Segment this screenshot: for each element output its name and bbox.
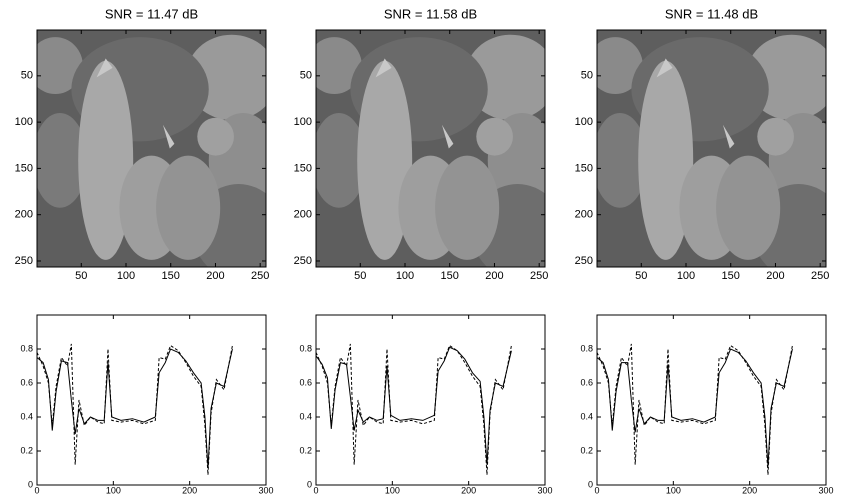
series-line [596, 348, 793, 467]
axes-box [596, 314, 827, 486]
image-shape [37, 37, 83, 94]
x-tick-label: 200 [742, 485, 757, 495]
x-tick-label: 200 [766, 270, 784, 282]
chart-title: SNR = 11.48 dB [665, 6, 758, 21]
image [316, 30, 545, 267]
y-tick-label: 50 [21, 70, 33, 82]
image-shape [435, 155, 500, 260]
chart-title: SNR = 11.58 dB [384, 6, 477, 21]
y-tick-label: 200 [15, 209, 33, 221]
image-shape [757, 117, 794, 156]
y-tick-label: 250 [575, 255, 593, 267]
x-tick-label: 100 [666, 485, 681, 495]
y-tick-label: 0 [307, 479, 312, 489]
axes-box [315, 29, 546, 268]
y-tick-label: 0.6 [20, 377, 33, 387]
image-shape [78, 60, 134, 260]
x-tick-label: 300 [818, 485, 833, 495]
x-tick-label: 100 [117, 270, 135, 282]
image-shape [476, 117, 513, 156]
y-tick-label: 0.6 [299, 377, 312, 387]
y-tick-label: 200 [294, 209, 312, 221]
y-tick-label: 50 [300, 70, 312, 82]
y-tick-label: 0.2 [20, 445, 33, 455]
image-stem [96, 58, 175, 149]
x-tick-label: 200 [461, 485, 476, 495]
x-tick-label: 50 [635, 270, 647, 282]
x-tick-label: 150 [441, 270, 459, 282]
image-shape [37, 112, 88, 208]
y-tick-label: 250 [294, 255, 312, 267]
x-tick-label: 100 [677, 270, 695, 282]
image-shape [156, 155, 221, 260]
series-line [36, 348, 233, 469]
y-tick-label: 50 [581, 70, 593, 82]
image-shape [597, 37, 643, 94]
y-tick-label: 150 [15, 162, 33, 174]
y-tick-label: 100 [15, 116, 33, 128]
y-tick-label: 0.8 [299, 343, 312, 353]
axes-box [315, 314, 546, 486]
x-tick-label: 150 [162, 270, 180, 282]
y-tick-label: 250 [15, 255, 33, 267]
axes-box [36, 314, 267, 486]
y-tick-label: 0.4 [580, 411, 593, 421]
y-tick-label: 0.8 [20, 343, 33, 353]
y-tick-label: 0 [588, 479, 593, 489]
x-tick-label: 0 [34, 485, 39, 495]
axes-box [36, 29, 267, 268]
x-tick-label: 300 [537, 485, 552, 495]
image-shape [638, 60, 694, 260]
image-shape [316, 37, 362, 94]
series-line [36, 343, 233, 475]
x-tick-label: 50 [75, 270, 87, 282]
x-tick-label: 0 [313, 485, 318, 495]
series-line [315, 343, 512, 475]
y-tick-label: 0 [28, 479, 33, 489]
image-stem [375, 58, 454, 149]
x-tick-label: 100 [385, 485, 400, 495]
x-tick-label: 250 [811, 270, 829, 282]
y-tick-label: 100 [294, 116, 312, 128]
x-tick-label: 50 [354, 270, 366, 282]
image-shape [197, 117, 234, 156]
y-tick-label: 0.4 [299, 411, 312, 421]
x-tick-label: 200 [182, 485, 197, 495]
x-tick-label: 150 [722, 270, 740, 282]
y-tick-label: 0.6 [580, 377, 593, 387]
y-tick-label: 150 [575, 162, 593, 174]
image-stem [656, 58, 735, 149]
image [597, 30, 826, 267]
y-tick-label: 0.4 [20, 411, 33, 421]
x-tick-label: 100 [106, 485, 121, 495]
y-tick-label: 0.2 [299, 445, 312, 455]
y-tick-label: 0.8 [580, 343, 593, 353]
x-tick-label: 300 [258, 485, 273, 495]
y-tick-label: 0.2 [580, 445, 593, 455]
axes-box [596, 29, 827, 268]
x-tick-label: 250 [530, 270, 548, 282]
x-tick-label: 200 [206, 270, 224, 282]
image [37, 30, 266, 267]
image-shape [716, 155, 781, 260]
x-tick-label: 0 [594, 485, 599, 495]
series-line [596, 343, 793, 475]
image-shape [597, 112, 648, 208]
x-tick-label: 100 [396, 270, 414, 282]
x-tick-label: 250 [251, 270, 269, 282]
y-tick-label: 200 [575, 209, 593, 221]
image-shape [357, 60, 413, 260]
y-tick-label: 100 [575, 116, 593, 128]
chart-title: SNR = 11.47 dB [105, 6, 198, 21]
y-tick-label: 150 [294, 162, 312, 174]
image-shape [316, 112, 367, 208]
x-tick-label: 200 [485, 270, 503, 282]
series-line [315, 346, 512, 465]
